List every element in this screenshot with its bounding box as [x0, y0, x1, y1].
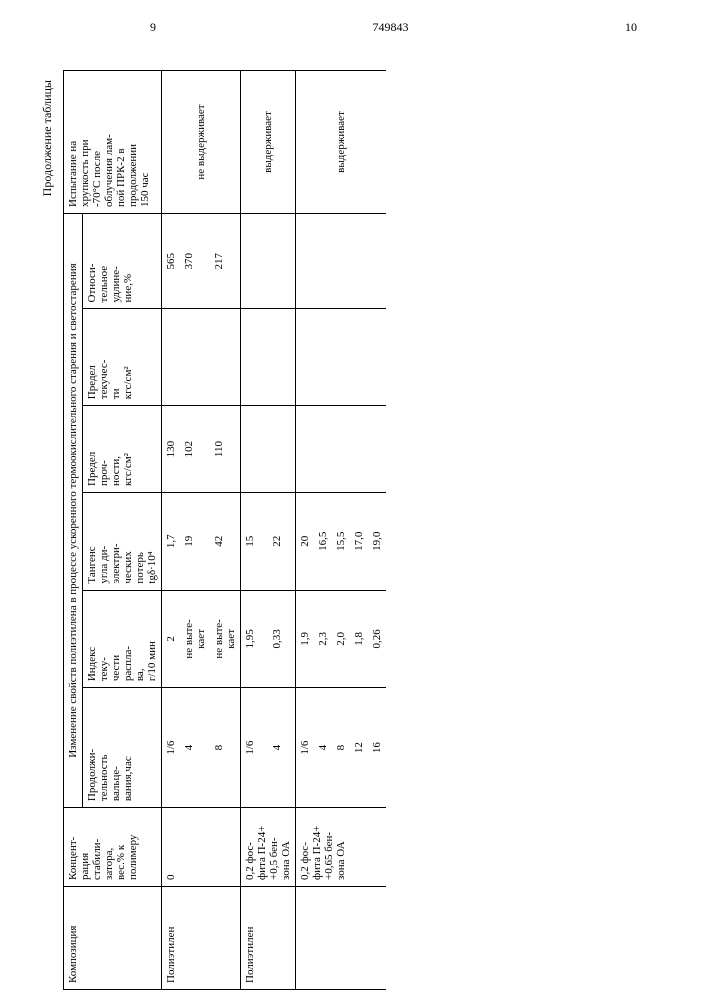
- cell-duration: 1/6: [296, 688, 314, 808]
- cell-strength: [268, 406, 296, 493]
- col-brittleness: Испытание нахрупкость при-70°С послеоблу…: [64, 71, 162, 214]
- cell-stabilizer: 0,2 фос-фита П-24++0,65 бен-зона ОА: [296, 808, 386, 887]
- col-group: Изменение свойств полиэтилена в процессе…: [64, 214, 83, 808]
- cell-elong: 217: [210, 214, 241, 309]
- cell-mfi: 2,3: [314, 590, 332, 688]
- cell-strength: [241, 406, 268, 493]
- cell-tgd: 22: [268, 492, 296, 590]
- cell-elong: [350, 214, 368, 309]
- cell-strength: [350, 406, 368, 493]
- cell-yield: [268, 309, 296, 406]
- col-elong: Относи-тельноеудлине-ние,%: [83, 214, 162, 309]
- table-caption: Продолжение таблицы: [40, 70, 55, 990]
- cell-yield: [210, 309, 241, 406]
- col-yield: Пределтекучес-тикгс/см²: [83, 309, 162, 406]
- cell-duration: 4: [268, 688, 296, 808]
- cell-strength: [314, 406, 332, 493]
- cell-tgd: 1,7: [162, 492, 180, 590]
- cell-mfi: не выте-кает: [210, 590, 241, 688]
- cell-brittleness: выдерживает: [296, 71, 386, 214]
- cell-elong: [368, 214, 386, 309]
- cell-yield: [162, 309, 180, 406]
- cell-elong: [241, 214, 268, 309]
- col-tgd: Тангенсугла ди-электри-ческихпотерьtgδ·1…: [83, 492, 162, 590]
- cell-strength: 130: [162, 406, 180, 493]
- cell-strength: [332, 406, 350, 493]
- page-header: 9 749843 10: [30, 20, 677, 41]
- cell-mfi: 1,9: [296, 590, 314, 688]
- cell-duration: 1/6: [162, 688, 180, 808]
- col-stabilizer: Концент-рациястабили-затора,вес.% кполим…: [64, 808, 162, 887]
- cell-tgd: 15: [241, 492, 268, 590]
- cell-brittleness: не выдерживает: [162, 71, 241, 214]
- col-duration: Продолжи-тельностьвальце-вания,час: [83, 688, 162, 808]
- cell-duration: 4: [180, 688, 210, 808]
- cell-tgd: 20: [296, 492, 314, 590]
- hdr-right: 10: [625, 20, 637, 35]
- cell-yield: [180, 309, 210, 406]
- cell-strength: [368, 406, 386, 493]
- cell-yield: [350, 309, 368, 406]
- cell-duration: 4: [314, 688, 332, 808]
- cell-elong: [332, 214, 350, 309]
- cell-mfi: 0,33: [268, 590, 296, 688]
- cell-elong: 565: [162, 214, 180, 309]
- cell-composition: [296, 887, 386, 990]
- cell-composition: Полиэтилен: [162, 887, 241, 990]
- cell-mfi: не выте-кает: [180, 590, 210, 688]
- cell-mfi: 2: [162, 590, 180, 688]
- cell-yield: [314, 309, 332, 406]
- cell-mfi: 0,26: [368, 590, 386, 688]
- cell-tgd: 19: [180, 492, 210, 590]
- cell-duration: 12: [350, 688, 368, 808]
- cell-strength: [296, 406, 314, 493]
- hdr-left: 9: [150, 20, 156, 35]
- cell-strength: 102: [180, 406, 210, 493]
- cell-tgd: 15,5: [332, 492, 350, 590]
- cell-elong: [268, 214, 296, 309]
- cell-yield: [368, 309, 386, 406]
- cell-elong: 370: [180, 214, 210, 309]
- cell-stabilizer: 0: [162, 808, 241, 887]
- cell-elong: [296, 214, 314, 309]
- cell-duration: 8: [210, 688, 241, 808]
- table-row: 0,2 фос-фита П-24++0,65 бен-зона ОА1/61,…: [296, 71, 314, 990]
- cell-mfi: 1,95: [241, 590, 268, 688]
- cell-composition: Полиэтилен: [241, 887, 296, 990]
- cell-tgd: 19,0: [368, 492, 386, 590]
- cell-yield: [241, 309, 268, 406]
- cell-duration: 1/6: [241, 688, 268, 808]
- cell-duration: 16: [368, 688, 386, 808]
- table-row: Полиэтилен0,2 фос-фита П-24++0,5 бен-зон…: [241, 71, 268, 990]
- cell-yield: [296, 309, 314, 406]
- col-composition: Композиция: [64, 887, 162, 990]
- cell-strength: 110: [210, 406, 241, 493]
- cell-stabilizer: 0,2 фос-фита П-24++0,5 бен-зона ОА: [241, 808, 296, 887]
- hdr-center: 749843: [373, 20, 409, 35]
- table-row: Полиэтилен01/621,7130565не выдерживает: [162, 71, 180, 990]
- properties-table: Композиция Концент-рациястабили-затора,в…: [63, 70, 386, 990]
- cell-elong: [314, 214, 332, 309]
- cell-tgd: 42: [210, 492, 241, 590]
- cell-tgd: 17,0: [350, 492, 368, 590]
- col-mfi: Индекстеку-честираспла-ва,г/10 мин: [83, 590, 162, 688]
- cell-brittleness: выдерживает: [241, 71, 296, 214]
- cell-yield: [332, 309, 350, 406]
- cell-mfi: 1,8: [350, 590, 368, 688]
- col-strength: Пределпроч-ности,кгс/см²: [83, 406, 162, 493]
- cell-duration: 8: [332, 688, 350, 808]
- cell-mfi: 2,0: [332, 590, 350, 688]
- cell-tgd: 16,5: [314, 492, 332, 590]
